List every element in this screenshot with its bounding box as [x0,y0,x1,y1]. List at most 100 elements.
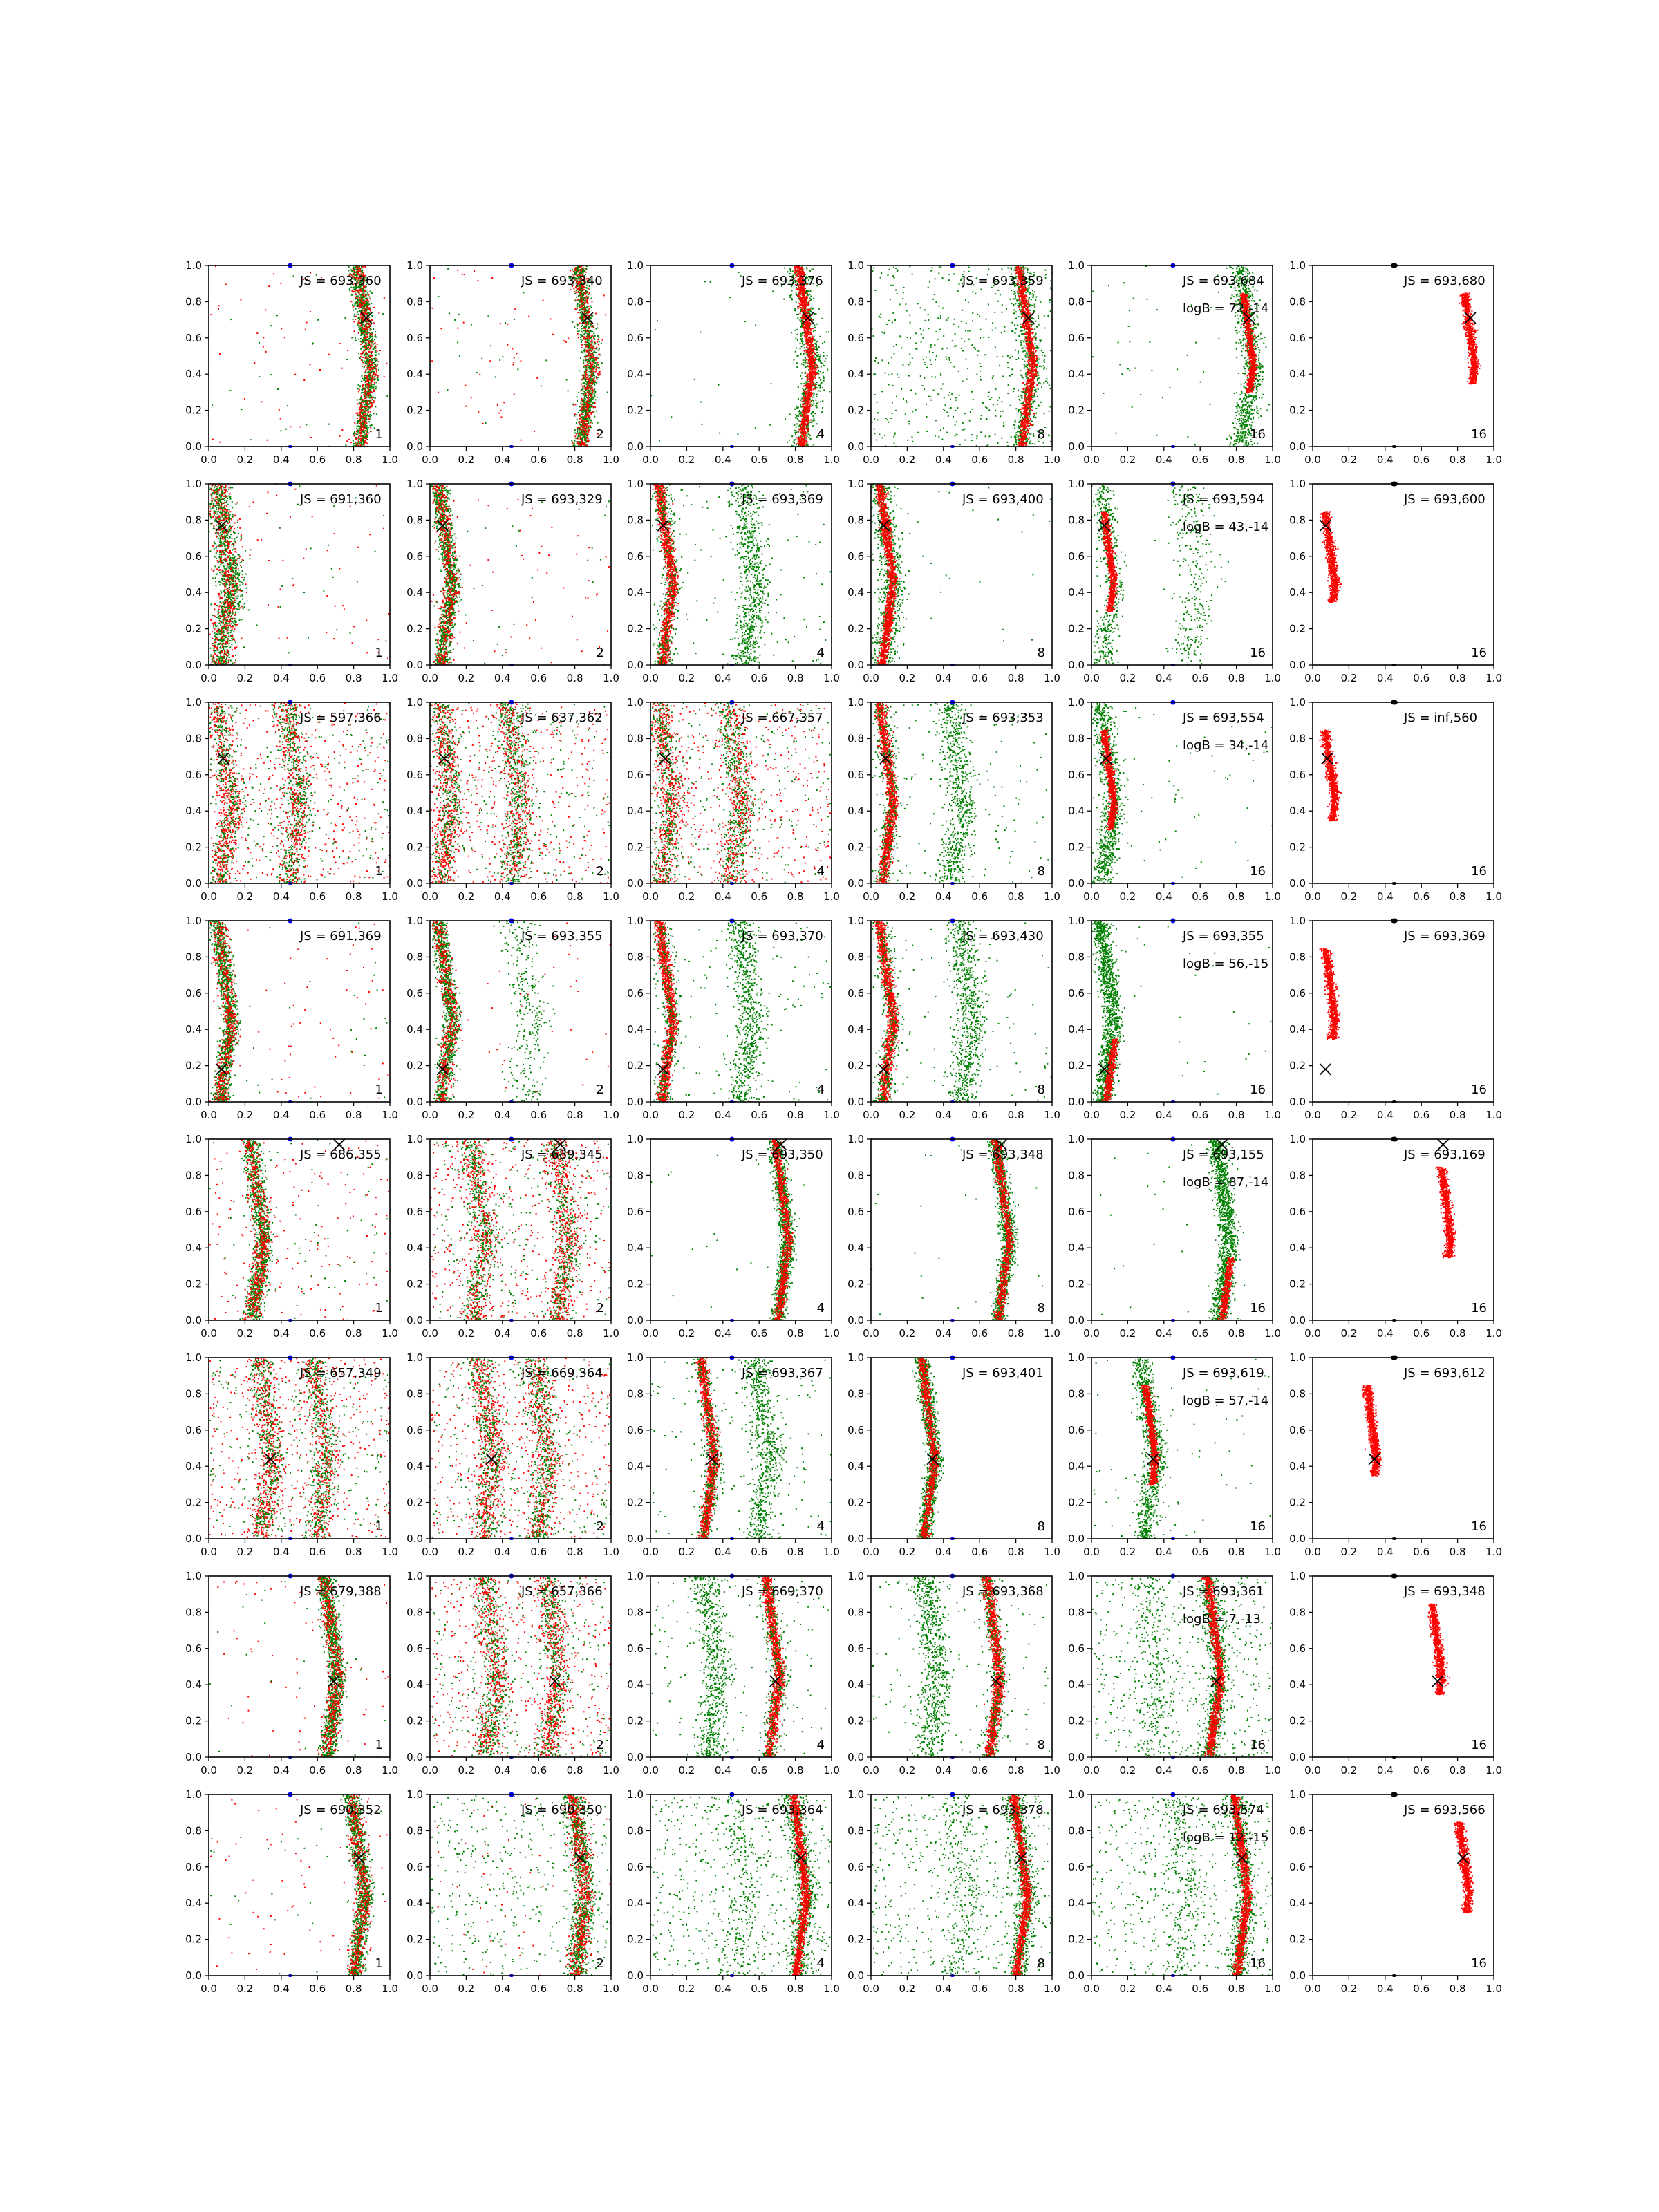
scatter-point [259,376,260,377]
scatter-point [589,332,590,333]
scatter-point [798,314,799,315]
scatter-point [812,379,813,381]
scatter-point [366,324,368,325]
scatter-point [368,433,369,434]
scatter-point [364,341,365,342]
scatter-point [591,382,592,384]
scatter-point [593,391,594,392]
scatter-point [362,392,364,393]
scatter-point [367,336,368,337]
scatter-point [270,325,272,326]
scatter-point [360,348,362,349]
scatter-point [796,347,797,348]
scatter-point [218,308,219,310]
scatter-point [373,341,374,342]
scatter-point [589,289,590,290]
scatter-point [371,380,373,382]
scatter-point [583,377,584,379]
scatter-point [596,376,597,377]
scatter-point [575,267,577,268]
scatter-point [806,353,807,355]
scatter-point [368,294,369,296]
scatter-point [358,440,359,442]
scatter-point [373,384,375,385]
scatter-point [576,290,577,291]
scatter-point [805,360,806,362]
scatter-point [310,364,311,365]
scatter-point [800,424,801,426]
scatter-point [361,442,362,443]
scatter-point [431,360,433,362]
scatter-point [362,378,364,379]
scatter-point [364,289,365,290]
scatter-point [354,270,355,271]
scatter-point [348,266,350,268]
scatter-point [811,307,812,308]
scatter-point [367,372,368,373]
scatter-point [277,388,279,390]
scatter-point [581,341,582,343]
scatter-point [364,301,365,303]
scatter-point [795,351,796,353]
scatter-point [580,427,581,428]
scatter-point [588,354,589,355]
scatter-point [800,298,801,299]
scatter-point [582,332,583,333]
scatter-point [357,314,359,315]
scatter-point [359,423,360,424]
scatter-point [590,318,592,319]
scatter-point [590,375,591,376]
scatter-point [827,369,828,371]
scatter-point [355,438,357,440]
scatter-point [364,309,366,310]
scatter-point [597,324,598,325]
scatter-point [364,442,365,444]
scatter-point [372,375,373,376]
scatter-point [357,268,358,270]
scatter-point [586,409,588,411]
scatter-point [375,386,377,387]
scatter-point [366,306,368,308]
scatter-point [802,401,803,402]
scatter-point [481,358,482,359]
scatter-point [471,397,472,398]
scatter-point [583,429,585,431]
scatter-point [478,411,479,413]
x-tick-label: 0.0 [422,453,438,466]
scatter-point [595,371,597,372]
scatter-point [581,429,582,431]
scatter-point [376,337,377,338]
scatter-point [594,365,595,366]
scatter-point [552,334,554,335]
scatter-point [796,362,798,364]
scatter-point [592,362,594,364]
scatter-point [353,319,354,320]
scatter-point [358,443,359,444]
scatter-point [369,337,371,338]
scatter-point [339,435,341,437]
scatter-point [586,406,588,408]
scatter-point [815,343,816,344]
scatter-point [578,422,579,423]
scatter-point [816,394,818,395]
scatter-point [789,440,790,441]
scatter-point [348,439,350,440]
scatter-point [581,271,582,272]
scatter-point [364,337,366,339]
scatter-point [818,377,820,378]
scatter-point [241,299,242,301]
scatter-point [360,435,362,437]
scatter-point [361,411,362,413]
scatter-point [574,272,576,273]
scatter-point [592,423,593,424]
scatter-point [813,268,814,270]
scatter-point [585,268,586,269]
scatter-point [471,324,472,326]
scatter-point [597,367,599,368]
scatter-point [598,344,599,346]
scatter-point [809,298,811,299]
scatter-point [796,431,797,433]
scatter-point [359,294,361,295]
scatter-point [276,315,278,316]
scatter-point [359,411,361,412]
